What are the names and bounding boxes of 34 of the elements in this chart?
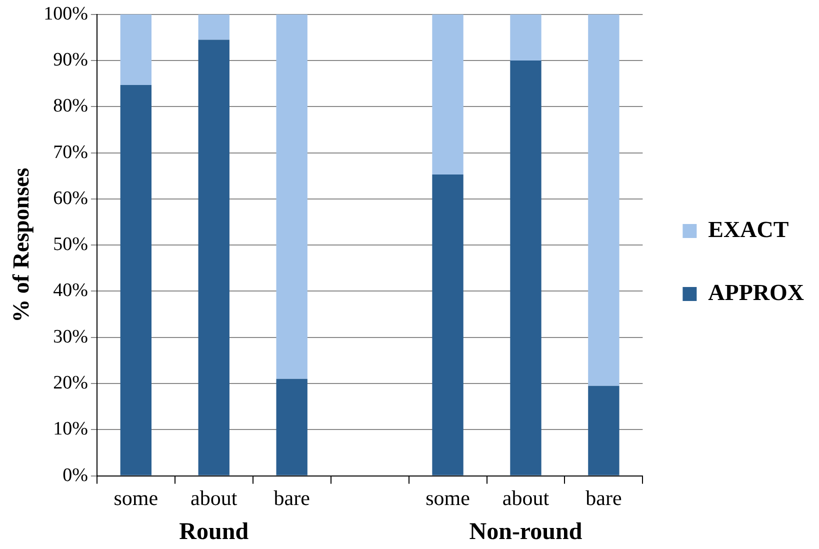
legend-label: EXACT <box>708 216 789 242</box>
bar <box>198 40 230 476</box>
y-tick-label: 10% <box>53 418 88 440</box>
bar <box>588 386 620 476</box>
legend-label: APPROX <box>708 280 804 305</box>
y-tick-label: 40% <box>53 280 88 302</box>
y-tick-label: 30% <box>53 326 88 348</box>
x-tick-label: about <box>190 486 238 510</box>
x-tick-label: bare <box>274 486 310 510</box>
y-tick-label: 50% <box>53 234 88 256</box>
x-tick-label: about <box>502 486 550 510</box>
bar <box>588 14 620 386</box>
x-tick-label: bare <box>586 486 622 510</box>
y-tick-label: 20% <box>53 372 88 394</box>
bar <box>120 84 152 476</box>
y-tick-label: 70% <box>53 142 88 163</box>
y-tick-label: 80% <box>53 96 88 117</box>
y-tick-label: 0% <box>62 464 88 486</box>
bar <box>276 378 308 476</box>
text: Round <box>179 519 250 546</box>
x-tick-label: some <box>426 486 470 510</box>
bar <box>276 14 308 379</box>
bar <box>120 14 152 85</box>
bar <box>510 14 542 61</box>
y-axis-title: % of Responses <box>8 168 34 322</box>
bar <box>432 14 464 175</box>
y-tick-label: 90% <box>53 50 88 71</box>
bar <box>432 174 464 476</box>
x-tick-label: some <box>114 486 158 510</box>
y-tick-label: 60% <box>53 188 88 209</box>
text: Non-round <box>469 519 583 546</box>
bar <box>510 60 542 476</box>
bar <box>198 14 230 40</box>
y-tick-label: 100% <box>44 3 88 24</box>
